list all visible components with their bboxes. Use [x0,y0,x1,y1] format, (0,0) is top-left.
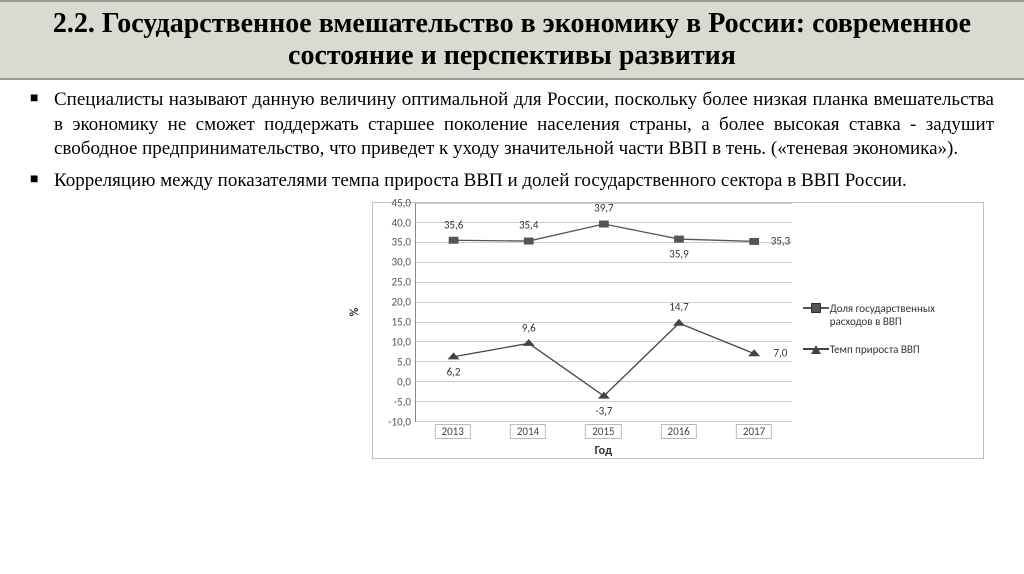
data-label: 9,6 [522,321,536,334]
y-axis-label: % [348,308,362,317]
x-axis-label: Год [595,444,613,458]
data-label: 7,0 [773,347,787,360]
list-item: Корреляцию между показателями темпа прир… [30,169,994,193]
plot-grid: 35,6 35,4 39,7 35,9 35,3 6,2 9,6 -3,7 14,7 7,0 [415,203,792,422]
data-label: 35,4 [519,219,538,232]
chart-container: % -10,0 -5,0 0,0 5,0 10,0 15,0 20,0 25,0 30,0 35,… [30,202,994,459]
legend-item: Доля государственных расходов в ВВП [802,303,977,328]
data-label: 35,3 [771,235,790,248]
data-label: 35,6 [444,218,463,231]
x-tick: 2017 [736,424,772,439]
legend-label: Доля государственных расходов в ВВП [830,303,977,328]
x-tick: 2014 [510,424,546,439]
y-tick: -5,0 [394,395,411,408]
x-tick: 2015 [585,424,621,439]
data-label: 35,9 [669,247,688,260]
legend-item: Темп прироста ВВП [802,344,977,357]
list-item: Специалисты называют данную величину опт… [30,88,994,161]
x-axis: Год 2013 2014 2015 2016 2017 [373,422,792,458]
title-band: 2.2. Государственное вмешательство в эко… [0,0,1024,80]
data-label: -3,7 [595,404,612,417]
data-label: 39,7 [594,202,613,215]
y-tick: 10,0 [392,335,411,348]
y-tick: 25,0 [392,276,411,289]
y-tick: 40,0 [392,216,411,229]
legend: Доля государственных расходов в ВВП Темп … [792,203,983,458]
y-tick: 5,0 [397,355,411,368]
y-tick: 15,0 [392,316,411,329]
page-title: 2.2. Государственное вмешательство в эко… [30,8,994,72]
bullet-list: Специалисты называют данную величину опт… [30,88,994,193]
line-chart: % -10,0-5,00,05,010,015,020,025,030,035,… [372,202,984,459]
data-label: 6,2 [447,365,461,378]
y-tick: 20,0 [392,296,411,309]
y-tick: 30,0 [392,256,411,269]
y-tick: 0,0 [397,375,411,388]
y-tick: -10,0 [388,415,411,428]
legend-label: Темп прироста ВВП [830,344,920,357]
content-body: Специалисты называют данную величину опт… [0,80,1024,458]
y-tick: 45,0 [392,196,411,209]
y-tick: 35,0 [392,236,411,249]
y-axis: % -10,0-5,00,05,010,015,020,025,030,035,… [373,203,415,422]
x-tick: 2013 [435,424,471,439]
x-tick: 2016 [661,424,697,439]
data-label: 14,7 [669,301,688,314]
